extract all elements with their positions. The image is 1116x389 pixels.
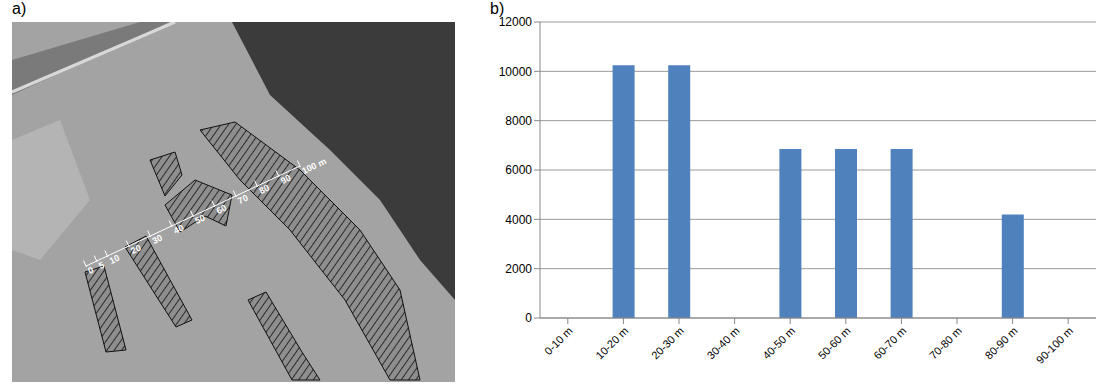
svg-text:30-40 m: 30-40 m	[705, 324, 742, 361]
svg-text:30: 30	[151, 233, 164, 246]
html-text:b): b)	[490, 0, 505, 17]
svg-text:70: 70	[236, 193, 249, 206]
svg-text:5: 5	[97, 260, 106, 271]
svg-text:20-30 m: 20-30 m	[649, 324, 686, 361]
svg-text:80-90 m: 80-90 m	[983, 324, 1020, 361]
svg-text:60: 60	[215, 203, 228, 216]
svg-text:8000: 8000	[505, 114, 532, 128]
svg-text:100 m: 100 m	[300, 156, 327, 176]
svg-text:0: 0	[86, 265, 95, 276]
svg-text:2000: 2000	[505, 262, 532, 276]
svg-text:60-70 m: 60-70 m	[871, 324, 908, 361]
svg-text:10-20 m: 10-20 m	[593, 324, 630, 361]
svg-text:10: 10	[108, 253, 121, 266]
svg-text:6000: 6000	[505, 163, 532, 177]
svg-text:12000: 12000	[499, 15, 533, 29]
svg-text:40: 40	[172, 223, 185, 236]
svg-text:40-50 m: 40-50 m	[760, 324, 797, 361]
svg-text:90: 90	[279, 173, 292, 186]
svg-text:90-100 m: 90-100 m	[1034, 324, 1075, 365]
html-text:a): a)	[12, 0, 27, 17]
svg-text:0-10 m: 0-10 m	[542, 324, 575, 357]
svg-text:80: 80	[258, 183, 271, 196]
svg-text:10000: 10000	[499, 65, 533, 79]
svg-text:0: 0	[525, 311, 532, 325]
svg-text:50: 50	[193, 213, 206, 226]
svg-text:20: 20	[129, 243, 142, 256]
svg-text:4000: 4000	[505, 213, 532, 227]
svg-text:70-80 m: 70-80 m	[927, 324, 964, 361]
svg-text:50-60 m: 50-60 m	[816, 324, 853, 361]
